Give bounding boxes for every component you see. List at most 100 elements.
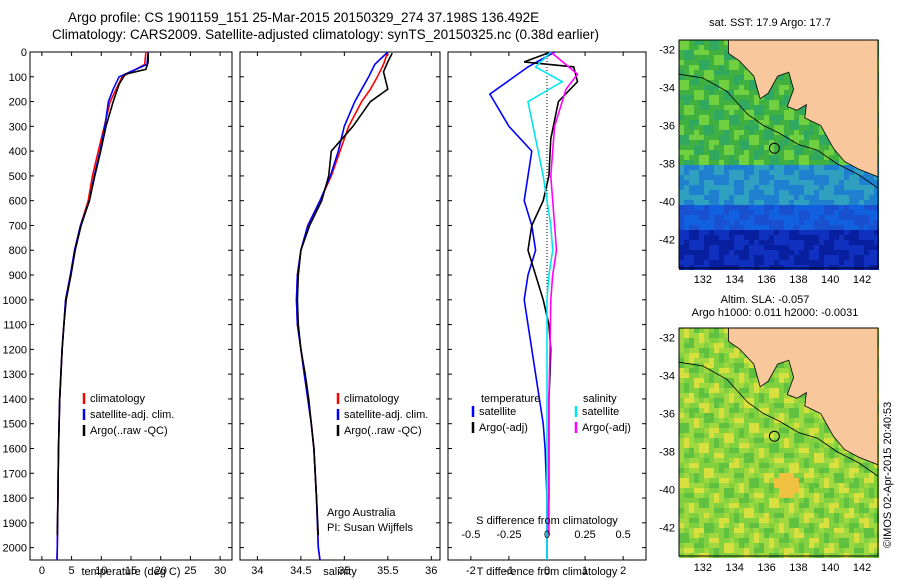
map-cell (679, 338, 684, 343)
map-cell (809, 478, 814, 483)
map-cell (684, 125, 689, 130)
map-cell (734, 453, 739, 458)
map-cell (844, 458, 849, 463)
map-cell (824, 428, 829, 433)
map-cell (714, 433, 719, 438)
map-cell (704, 503, 709, 508)
map-cell (724, 348, 729, 353)
map-cell (794, 225, 799, 230)
map-cell (769, 125, 774, 130)
map-cell (874, 235, 879, 240)
map-cell (739, 418, 744, 423)
map-cell (724, 458, 729, 463)
map-cell (804, 150, 809, 155)
map-cell (794, 523, 799, 528)
map-cell (724, 378, 729, 383)
map-cell (679, 135, 684, 140)
map-cell (839, 165, 844, 170)
map-cell (699, 245, 704, 250)
map-cell (809, 195, 814, 200)
x-tick-s-label-0: -0.5 (461, 529, 480, 541)
map-cell (679, 478, 684, 483)
map-cell (799, 548, 804, 553)
map-cell (699, 403, 704, 408)
map-cell (719, 195, 724, 200)
map-cell (744, 115, 749, 120)
map-cell (874, 210, 879, 215)
map-cell (754, 403, 759, 408)
map-cell (794, 235, 799, 240)
map-cell (829, 195, 834, 200)
map-cell (754, 508, 759, 513)
map-cell (724, 448, 729, 453)
map-cell (719, 215, 724, 220)
map-cell (774, 120, 779, 125)
y-tick-label-3: 300 (9, 121, 27, 133)
map-cell (714, 110, 719, 115)
map-cell (779, 368, 784, 373)
map-cell (709, 115, 714, 120)
map-cell (734, 368, 739, 373)
map-cell (809, 538, 814, 543)
map-cell (684, 240, 689, 245)
map-cell (729, 388, 734, 393)
x-tick-label-temperature-0: 0 (39, 565, 45, 577)
map-cell (809, 513, 814, 518)
map-cell (754, 483, 759, 488)
map-cell (839, 170, 844, 175)
map-cell (794, 533, 799, 538)
map-cell (689, 388, 694, 393)
map-cell (749, 513, 754, 518)
map-cell (844, 180, 849, 185)
map-cell (679, 433, 684, 438)
map-cell (714, 135, 719, 140)
map-cell (684, 50, 689, 55)
map-cell (774, 220, 779, 225)
map-x-tick-sst_map-0: 132 (694, 274, 712, 286)
map-cell (779, 230, 784, 235)
map-cell (694, 140, 699, 145)
map-cell (804, 438, 809, 443)
map-cell (844, 235, 849, 240)
map-cell (789, 493, 794, 498)
map-cell (724, 373, 729, 378)
map-cell (764, 438, 769, 443)
map-cell (749, 85, 754, 90)
map-cell (739, 70, 744, 75)
map-cell (809, 418, 814, 423)
land-sst_map (728, 39, 879, 178)
map-cell (849, 478, 854, 483)
map-cell (689, 368, 694, 373)
map-cell (809, 523, 814, 528)
map-cell (684, 95, 689, 100)
map-cell (784, 245, 789, 250)
map-cell (844, 498, 849, 503)
map-cell (769, 383, 774, 388)
map-cell (704, 533, 709, 538)
map-cell (774, 240, 779, 245)
map-cell (794, 230, 799, 235)
map-cell (684, 80, 689, 85)
map-cell (724, 388, 729, 393)
map-cell (689, 155, 694, 160)
map-cell (849, 518, 854, 523)
map-cell (699, 343, 704, 348)
map-cell (714, 65, 719, 70)
map-cell (699, 180, 704, 185)
map-cell (699, 40, 704, 45)
map-cell (784, 453, 789, 458)
map-cell (694, 518, 699, 523)
map-cell (784, 398, 789, 403)
map-cell (779, 423, 784, 428)
map-cell (709, 413, 714, 418)
map-cell (779, 443, 784, 448)
map-cell (824, 468, 829, 473)
map-cell (709, 518, 714, 523)
x-axis-label-difference: T difference from climatology (477, 566, 618, 578)
map-cell (834, 533, 839, 538)
map-cell (724, 175, 729, 180)
map-cell (694, 45, 699, 50)
map-cell (689, 195, 694, 200)
map-cell (699, 225, 704, 230)
map-cell (799, 423, 804, 428)
